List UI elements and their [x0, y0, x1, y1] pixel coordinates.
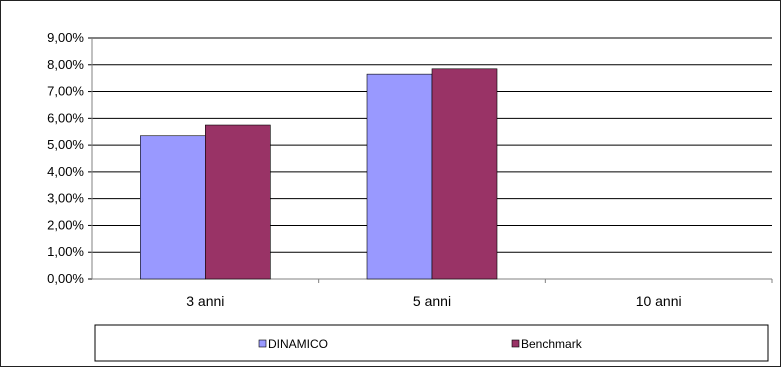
y-tick-label: 5,00% — [47, 137, 84, 152]
legend-swatch-benchmark — [511, 339, 520, 348]
legend: DINAMICO Benchmark — [94, 324, 769, 362]
y-tick-label: 7,00% — [47, 84, 84, 99]
y-tick-label: 3,00% — [47, 191, 84, 206]
bar-dinamico-5-anni — [366, 73, 433, 280]
legend-label-benchmark: Benchmark — [521, 337, 583, 351]
y-tick-label: 1,00% — [47, 244, 84, 259]
legend-swatch-dinamico — [258, 339, 267, 348]
y-tick-label: 6,00% — [47, 110, 84, 125]
x-category-label: 5 anni — [413, 293, 451, 309]
legend-label-dinamico: DINAMICO — [268, 337, 328, 351]
bar-benchmark-3-anni — [205, 124, 271, 280]
y-tick-label: 9,00% — [47, 30, 84, 45]
x-category-labels: 3 anni 5 anni 10 anni — [186, 293, 681, 309]
x-category-label: 10 anni — [636, 293, 682, 309]
y-tick-labels: 0,00% 1,00% 2,00% 3,00% 4,00% 5,00% 6,00% 7,00%… — [47, 30, 84, 286]
y-tick-label: 0,00% — [47, 271, 84, 286]
y-tick-label: 8,00% — [47, 57, 84, 72]
y-tick-label: 4,00% — [47, 164, 84, 179]
bar-dinamico-3-anni — [140, 135, 206, 280]
legend-box — [94, 324, 769, 362]
y-tick-label: 2,00% — [47, 217, 84, 232]
x-category-label: 3 anni — [186, 293, 224, 309]
bars — [140, 68, 498, 280]
bar-benchmark-5-anni — [431, 68, 498, 280]
